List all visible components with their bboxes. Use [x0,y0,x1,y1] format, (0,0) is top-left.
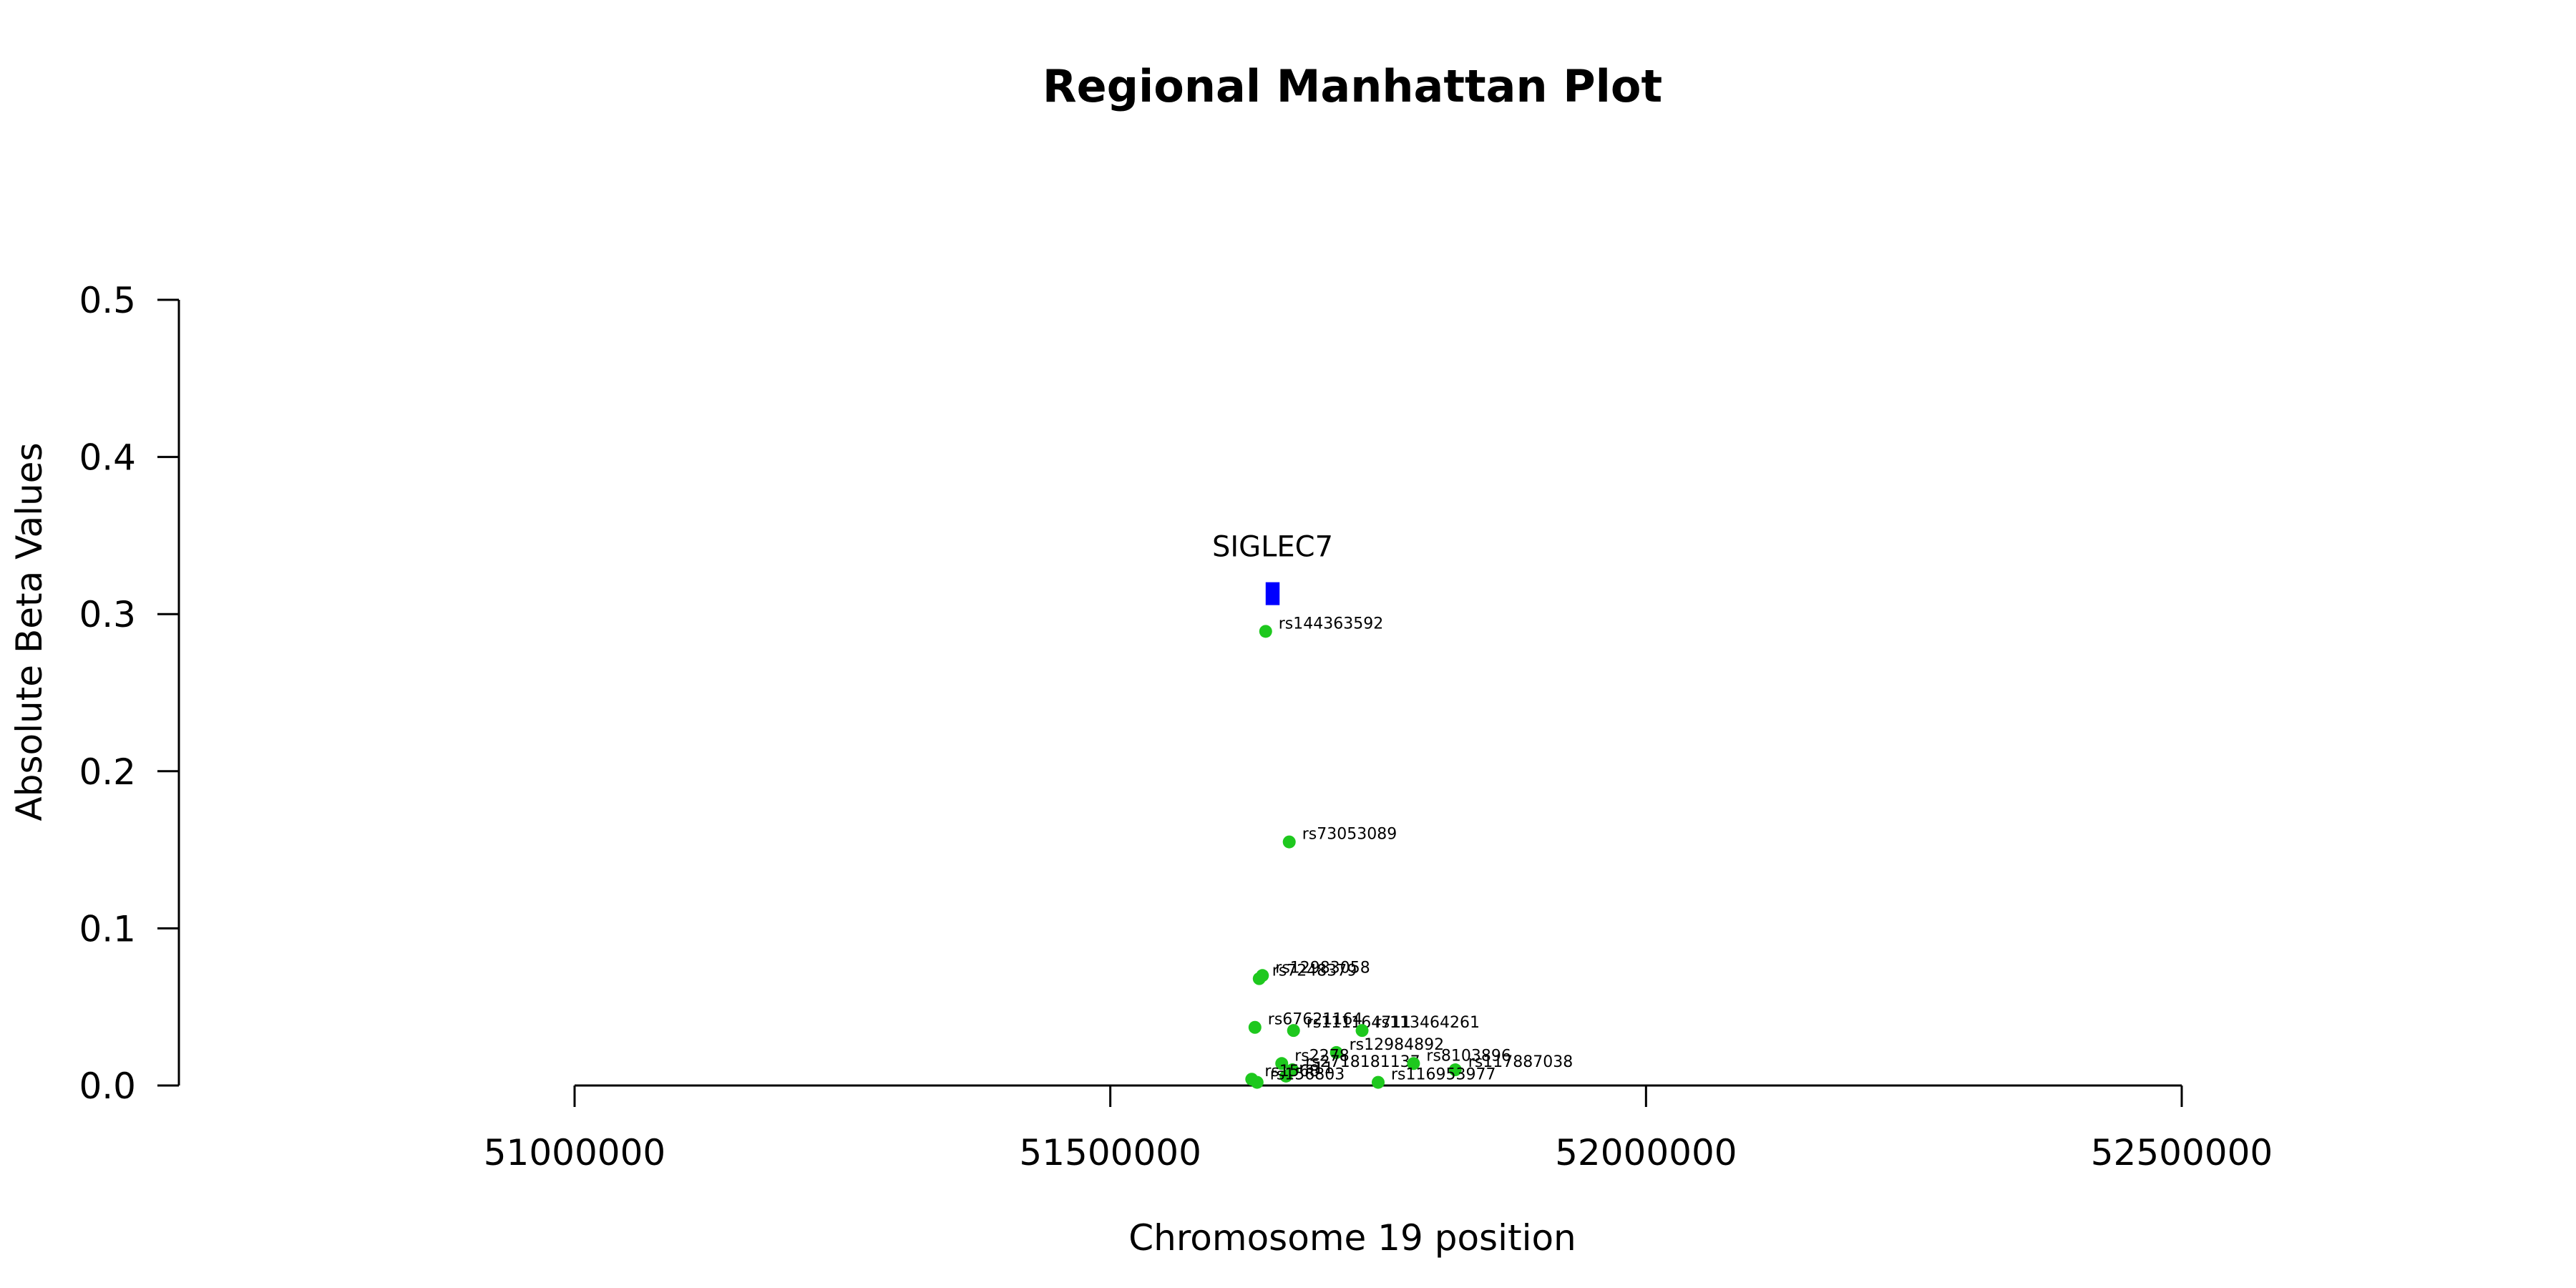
snp-point [1248,1020,1262,1034]
snp-point [1275,1057,1289,1070]
snp-point [1372,1075,1385,1089]
snp-label: rs7248379 [1272,962,1357,980]
snp-point [1448,1063,1462,1077]
y-tick-label: 0.3 [79,594,136,635]
y-axis-label: Absolute Beta Values [9,443,50,821]
snp-label: rs113464261 [1375,1014,1480,1032]
snp-label: rs12984892 [1350,1036,1444,1054]
snp-label: rs67621164 [1268,1011,1362,1029]
snp-point [1355,1024,1369,1038]
gene-track: SIGLEC7 [1212,531,1333,605]
y-tick-label: 0.1 [79,908,136,950]
x-axis-label: Chromosome 19 position [1128,1217,1576,1259]
y-tick-label: 0.5 [79,280,136,321]
snp-label: rs73053089 [1302,826,1397,844]
gene-label: SIGLEC7 [1212,531,1333,564]
snp-label: rs116953977 [1391,1066,1496,1084]
snp-point [1252,972,1266,985]
snp-point [1287,1024,1300,1038]
snp-point [1259,625,1272,638]
x-tick-label: 52500000 [2091,1132,2273,1174]
y-tick-label: 0.2 [79,751,136,793]
chart-title: Regional Manhattan Plot [1043,60,1662,112]
snp-label: rs8103896 [1426,1047,1511,1065]
x-tick-label: 52000000 [1555,1132,1737,1174]
snp-label: rs117887038 [1468,1053,1573,1071]
snp-point [1330,1045,1343,1059]
snp-point [1279,1069,1293,1083]
snp-point [1282,835,1296,849]
snp-label: rs2278 [1294,1047,1350,1065]
snp-label: rs11 [1299,1060,1334,1078]
y-axis: 0.0 0.1 0.2 0.3 0.4 0.5 [79,280,180,1107]
snp-point [1250,1075,1264,1089]
y-tick-label: 0.0 [79,1065,136,1107]
snp-label: rs12983058 [1275,959,1370,977]
snp-points: rs144363592 rs73053089 rs12983058rs7248379… [1245,615,1573,1089]
snp-label: rs2718181137 [1305,1053,1420,1071]
snp-label: rs156803 [1270,1066,1345,1084]
x-axis: 51000000 51500000 52000000 52500000 [484,1084,2273,1174]
snp-label: rs144363592 [1279,615,1383,633]
snp-point [1407,1057,1420,1070]
x-tick-label: 51500000 [1019,1132,1201,1174]
x-tick-label: 51000000 [484,1132,666,1174]
snp-label: rs1568 [1264,1063,1319,1080]
gene-bar [1265,582,1280,605]
y-tick-label: 0.4 [79,437,136,479]
